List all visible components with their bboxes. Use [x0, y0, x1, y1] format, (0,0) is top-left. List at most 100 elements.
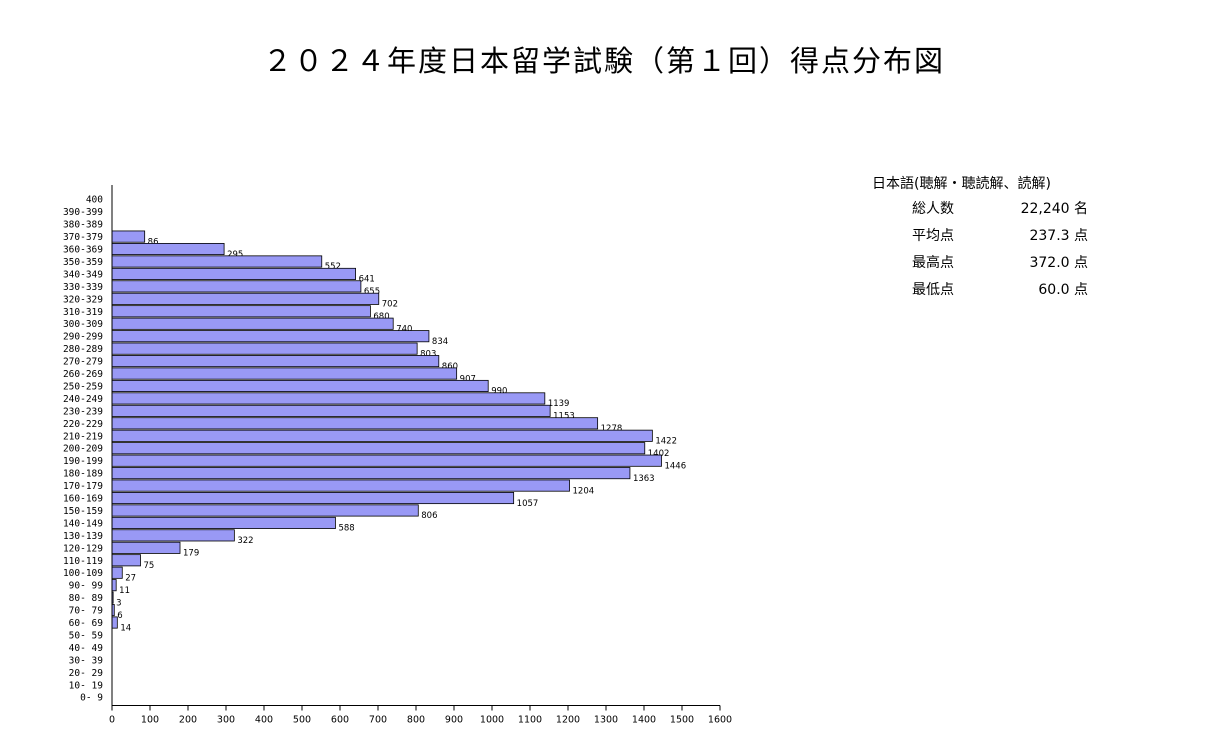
data-label: 702 — [382, 300, 398, 310]
data-label: 907 — [460, 374, 476, 384]
y-tick-label: 290-299 — [63, 332, 103, 343]
stat-label: 最高点 — [912, 255, 954, 271]
y-tick-label: 120-129 — [63, 543, 103, 554]
bar — [111, 554, 141, 567]
stat-row-max: 最高点 372.0 点 — [872, 250, 1092, 277]
bar — [111, 454, 662, 467]
data-label: 6 — [117, 611, 122, 621]
y-tick-label: 150-159 — [63, 506, 103, 517]
stat-label: 総人数 — [912, 201, 954, 217]
bar — [111, 379, 489, 393]
x-tick-label: 300 — [217, 714, 235, 725]
data-label: 11 — [119, 586, 130, 596]
data-label: 1278 — [601, 424, 623, 434]
y-tick-label: 230-239 — [63, 406, 103, 417]
y-tick-label: 50- 59 — [69, 630, 104, 641]
bar — [111, 342, 418, 355]
stat-value: 22,240 名 — [1020, 201, 1088, 217]
stat-value: 60.0 点 — [1038, 282, 1088, 298]
y-tick-label: 390-399 — [63, 207, 103, 218]
bar — [111, 367, 458, 380]
data-label: 1402 — [648, 449, 670, 459]
y-tick-label: 300-309 — [63, 319, 103, 330]
bar — [111, 267, 356, 280]
y-tick-label: 360-369 — [63, 245, 103, 256]
bar — [111, 255, 323, 268]
y-tick-label: 320-329 — [63, 294, 103, 305]
data-label: 1363 — [633, 474, 655, 484]
data-label: 588 — [338, 524, 354, 534]
y-tick-label: 160-169 — [63, 494, 103, 505]
x-tick-label: 1400 — [632, 714, 656, 725]
bar — [111, 479, 570, 492]
data-label: 552 — [325, 262, 341, 272]
y-tick-label: 90- 99 — [69, 581, 104, 592]
data-label: 295 — [227, 250, 243, 260]
y-tick-label: 280-289 — [63, 344, 103, 355]
y-tick-label: 220-229 — [63, 419, 103, 430]
y-tick-label: 180-189 — [63, 469, 103, 480]
bar — [111, 230, 146, 243]
data-label: 990 — [491, 387, 507, 397]
y-tick-label: 260-269 — [63, 369, 103, 380]
data-label: 1446 — [664, 461, 686, 471]
page-title: ２０２４年度日本留学試験（第１回）得点分布図 — [262, 44, 945, 78]
y-tick-label: 40- 49 — [69, 643, 104, 654]
bar — [111, 305, 371, 318]
bar — [111, 529, 235, 542]
x-tick-label: 1500 — [670, 714, 694, 725]
stats-header: 日本語(聴解・聴読解、読解) — [872, 176, 1051, 192]
y-tick-label: 80- 89 — [69, 593, 104, 604]
bar — [111, 504, 419, 517]
y-tick-label: 60- 69 — [69, 618, 104, 629]
y-tick-label: 270-279 — [63, 357, 103, 368]
bar — [111, 616, 118, 629]
data-label: 86 — [148, 237, 159, 247]
data-label: 860 — [442, 362, 458, 372]
data-label: 14 — [120, 623, 131, 633]
bar — [111, 516, 336, 529]
data-label: 75 — [144, 561, 155, 571]
data-label: 322 — [237, 536, 253, 546]
bar — [111, 404, 551, 417]
data-label: 834 — [432, 337, 448, 347]
x-tick-label: 800 — [407, 714, 425, 725]
y-tick-label: 10- 19 — [69, 680, 104, 691]
y-tick-label: 140-149 — [63, 518, 103, 529]
y-tick-label: 130-139 — [63, 531, 103, 542]
x-tick-label: 200 — [179, 714, 197, 725]
y-tick-label: 30- 39 — [69, 655, 104, 666]
y-tick-label: 340-349 — [63, 269, 103, 280]
bar — [111, 566, 123, 579]
x-tick-label: 1200 — [556, 714, 580, 725]
stat-row-min: 最低点 60.0 点 — [872, 277, 1092, 304]
bar — [111, 292, 380, 305]
x-tick-label: 1300 — [594, 714, 618, 725]
y-tick-label: 110-119 — [63, 556, 103, 567]
x-tick-label: 1100 — [518, 714, 542, 725]
bar — [111, 429, 653, 442]
x-tick-label: 100 — [141, 714, 159, 725]
data-label: 641 — [359, 275, 375, 285]
y-tick-label: 350-359 — [63, 257, 103, 268]
x-tick-label: 400 — [255, 714, 273, 725]
data-label: 1153 — [553, 412, 575, 422]
y-tick-label: 210-219 — [63, 431, 103, 442]
y-tick-label: 0- 9 — [80, 693, 103, 704]
y-tick-label: 330-339 — [63, 282, 103, 293]
data-label: 1139 — [548, 399, 570, 409]
stat-value: 372.0 点 — [1029, 255, 1088, 271]
data-label: 27 — [125, 573, 136, 583]
y-tick-label: 250-259 — [63, 381, 103, 392]
data-label: 1204 — [573, 486, 595, 496]
bar — [111, 491, 515, 505]
y-tick-label: 370-379 — [63, 232, 103, 243]
data-label: 680 — [373, 312, 389, 322]
stat-row-mean: 平均点 237.3 点 — [872, 223, 1092, 250]
x-tick-label: 1000 — [480, 714, 504, 725]
y-tick-label: 200-209 — [63, 444, 103, 455]
bar — [111, 355, 440, 368]
stat-label: 平均点 — [912, 228, 954, 244]
data-label: 806 — [421, 511, 437, 521]
